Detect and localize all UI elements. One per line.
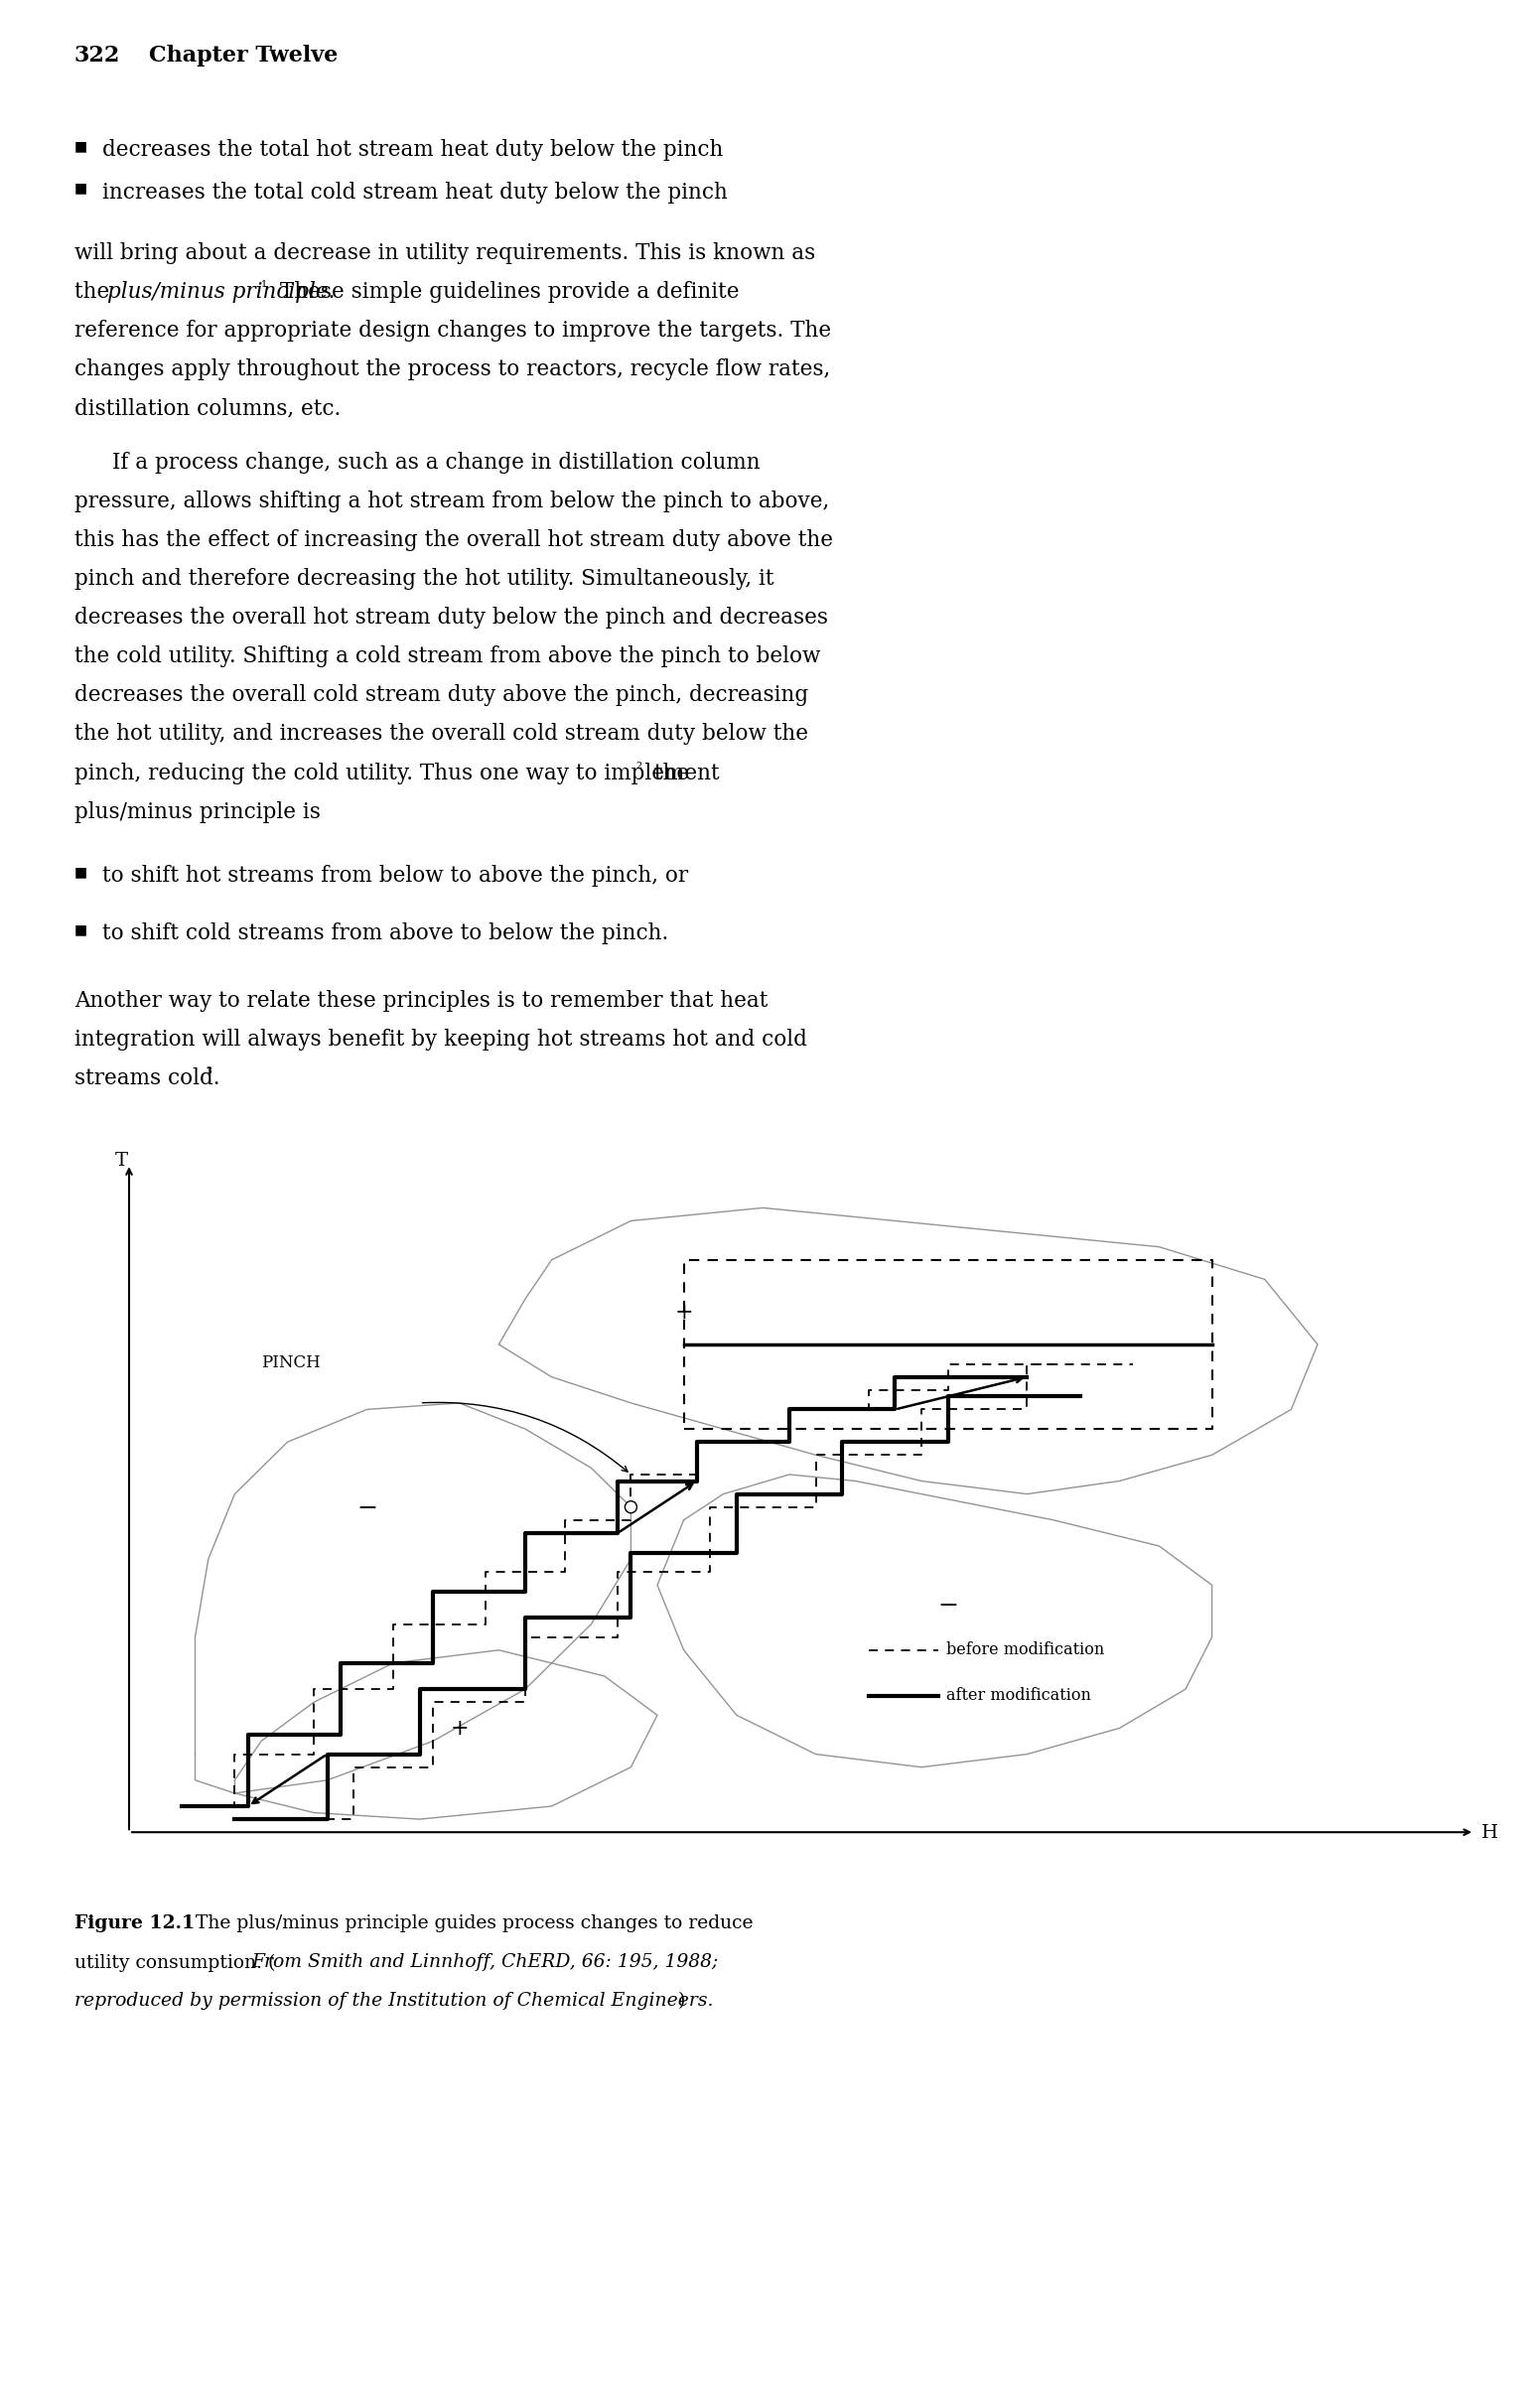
Text: ¹: ¹ xyxy=(262,281,268,295)
Text: If a process change, such as a change in distillation column: If a process change, such as a change in… xyxy=(112,451,761,472)
Text: ■: ■ xyxy=(74,866,88,880)
Text: to shift hot streams from below to above the pinch, or: to shift hot streams from below to above… xyxy=(102,866,688,887)
Text: −: − xyxy=(938,1595,958,1619)
Text: ■: ■ xyxy=(74,182,88,194)
Text: pinch, reducing the cold utility. Thus one way to implement: pinch, reducing the cold utility. Thus o… xyxy=(74,763,719,784)
Text: H: H xyxy=(1481,1825,1498,1842)
Text: 322: 322 xyxy=(74,46,120,67)
Text: ²: ² xyxy=(636,763,642,777)
Text: plus/minus principle is: plus/minus principle is xyxy=(74,801,320,823)
Text: −: − xyxy=(356,1496,377,1520)
Text: plus/minus principle.: plus/minus principle. xyxy=(108,281,336,302)
Text: These simple guidelines provide a definite: These simple guidelines provide a defini… xyxy=(273,281,739,302)
Text: changes apply throughout the process to reactors, recycle flow rates,: changes apply throughout the process to … xyxy=(74,360,830,381)
Text: ): ) xyxy=(678,1993,685,2010)
Circle shape xyxy=(625,1501,638,1513)
Text: The plus/minus principle guides process changes to reduce: The plus/minus principle guides process … xyxy=(183,1914,753,1933)
Text: this has the effect of increasing the overall hot stream duty above the: this has the effect of increasing the ov… xyxy=(74,530,833,552)
Text: the: the xyxy=(647,763,690,784)
Text: utility consumption. (: utility consumption. ( xyxy=(74,1954,276,1971)
Text: ■: ■ xyxy=(74,923,88,935)
Text: distillation columns, etc.: distillation columns, etc. xyxy=(74,398,340,420)
Text: ³: ³ xyxy=(205,1067,211,1081)
Text: From Smith and Linnhoff, ChERD, 66: 195, 1988;: From Smith and Linnhoff, ChERD, 66: 195,… xyxy=(251,1954,718,1971)
Text: will bring about a decrease in utility requirements. This is known as: will bring about a decrease in utility r… xyxy=(74,242,815,264)
Text: PINCH: PINCH xyxy=(262,1355,320,1372)
Text: the hot utility, and increases the overall cold stream duty below the: the hot utility, and increases the overa… xyxy=(74,724,808,746)
Text: ■: ■ xyxy=(74,139,88,153)
Text: +: + xyxy=(675,1302,693,1324)
Text: before modification: before modification xyxy=(946,1640,1104,1657)
Text: to shift cold streams from above to below the pinch.: to shift cold streams from above to belo… xyxy=(102,923,668,945)
Text: decreases the total hot stream heat duty below the pinch: decreases the total hot stream heat duty… xyxy=(102,139,724,161)
Text: streams cold.: streams cold. xyxy=(74,1067,220,1089)
Text: +: + xyxy=(450,1719,468,1741)
Text: the: the xyxy=(74,281,117,302)
Text: the cold utility. Shifting a cold stream from above the pinch to below: the cold utility. Shifting a cold stream… xyxy=(74,645,821,667)
Text: Chapter Twelve: Chapter Twelve xyxy=(149,46,337,67)
Text: T: T xyxy=(114,1151,128,1170)
Text: pressure, allows shifting a hot stream from below the pinch to above,: pressure, allows shifting a hot stream f… xyxy=(74,489,830,513)
Text: Another way to relate these principles is to remember that heat: Another way to relate these principles i… xyxy=(74,990,768,1012)
Text: integration will always benefit by keeping hot streams hot and cold: integration will always benefit by keepi… xyxy=(74,1029,807,1050)
Text: decreases the overall hot stream duty below the pinch and decreases: decreases the overall hot stream duty be… xyxy=(74,607,829,628)
Text: reproduced by permission of the Institution of Chemical Engineers.: reproduced by permission of the Institut… xyxy=(74,1993,713,2010)
Text: Figure 12.1: Figure 12.1 xyxy=(74,1914,194,1933)
Text: reference for appropriate design changes to improve the targets. The: reference for appropriate design changes… xyxy=(74,319,832,341)
Text: increases the total cold stream heat duty below the pinch: increases the total cold stream heat dut… xyxy=(102,182,728,204)
Text: pinch and therefore decreasing the hot utility. Simultaneously, it: pinch and therefore decreasing the hot u… xyxy=(74,568,775,590)
Text: after modification: after modification xyxy=(946,1686,1090,1703)
Text: decreases the overall cold stream duty above the pinch, decreasing: decreases the overall cold stream duty a… xyxy=(74,683,808,707)
